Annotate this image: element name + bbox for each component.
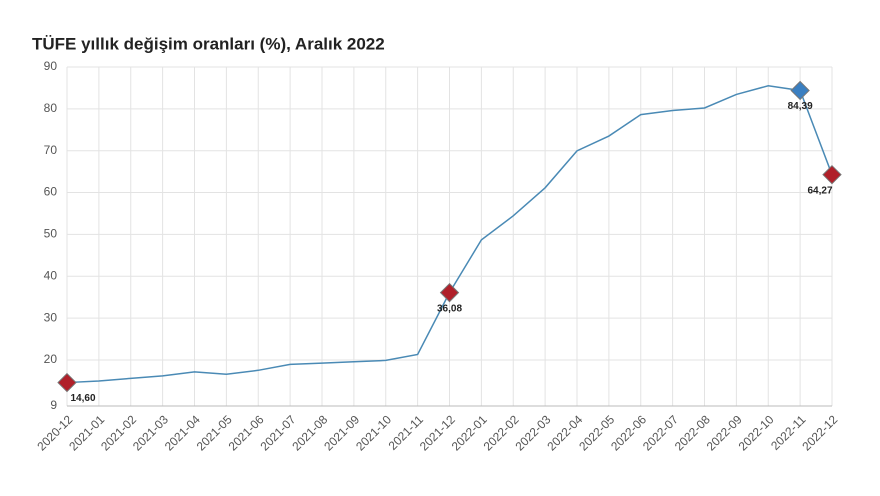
y-tick-label: 20 — [44, 352, 58, 366]
y-tick-label: 30 — [44, 310, 58, 324]
data-label: 84,39 — [788, 101, 813, 112]
y-tick-label: 60 — [44, 185, 58, 199]
data-label: 36,08 — [437, 303, 462, 314]
y-tick-label: 70 — [44, 143, 58, 157]
marker — [439, 282, 460, 303]
y-tick-label: 40 — [44, 268, 58, 282]
data-label: 14,60 — [70, 393, 95, 404]
y-tick-label: 50 — [44, 227, 58, 241]
data-label: 64,27 — [807, 185, 832, 196]
y-tick-label: 9 — [50, 398, 57, 412]
x-tick-label: 2021-10 — [353, 412, 394, 453]
y-tick-label: 90 — [44, 59, 58, 73]
y-tick-label: 80 — [44, 101, 58, 115]
x-tick-label: 2022-12 — [799, 412, 840, 453]
marker — [822, 164, 842, 185]
marker — [790, 80, 810, 101]
chart-title: TÜFE yıllık değişim oranları (%), Aralık… — [32, 34, 385, 53]
x-tick-label: 2022-10 — [736, 412, 777, 453]
marker — [57, 372, 77, 393]
